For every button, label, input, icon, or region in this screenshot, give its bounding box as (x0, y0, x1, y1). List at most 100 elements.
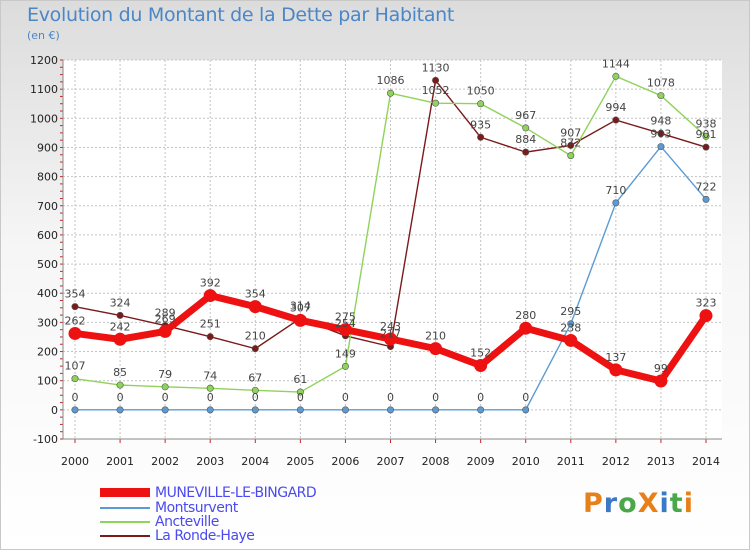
y-tick-label: 500 (37, 258, 58, 271)
data-label-0: 323 (696, 297, 717, 310)
data-label-2: 61 (293, 373, 307, 386)
legend-item-muneville: MUNEVILLE-LE-BINGARD (100, 485, 360, 501)
data-point-2 (71, 375, 79, 383)
data-label-3: 254 (335, 317, 356, 330)
data-label-3: 324 (110, 296, 131, 309)
data-point-2 (341, 362, 349, 370)
data-point-2 (612, 72, 620, 80)
data-label-3: 210 (245, 330, 266, 343)
data-label-1: 722 (696, 180, 717, 193)
data-label-1: 0 (477, 391, 484, 404)
data-point-0 (113, 332, 127, 346)
x-tick-label: 2004 (241, 455, 269, 468)
data-point-3 (657, 129, 665, 137)
legend-label-muneville: MUNEVILLE-LE-BINGARD (155, 485, 317, 501)
x-tick-label: 2003 (196, 455, 224, 468)
y-tick-label: 700 (37, 200, 58, 213)
x-tick-label: 2010 (512, 455, 540, 468)
data-point-2 (296, 388, 304, 396)
data-point-2 (206, 384, 214, 392)
data-point-0 (519, 321, 533, 335)
data-label-0: 392 (200, 277, 221, 290)
x-tick-label: 2013 (647, 455, 675, 468)
data-point-2 (567, 152, 575, 160)
data-label-1: 295 (560, 305, 581, 318)
data-label-1: 0 (522, 391, 529, 404)
x-tick-label: 2000 (61, 455, 89, 468)
data-point-1 (567, 320, 575, 328)
data-label-3: 994 (605, 101, 626, 114)
legend: MUNEVILLE-LE-BINGARD Montsurvent Anctevi… (100, 485, 360, 545)
data-point-3 (522, 148, 530, 156)
data-label-1: 0 (342, 391, 349, 404)
data-point-0 (429, 342, 443, 356)
data-label-3: 884 (515, 133, 536, 146)
y-tick-label: 800 (37, 171, 58, 184)
y-tick-label: 1100 (30, 83, 58, 96)
data-label-0: 242 (110, 320, 131, 333)
legend-label-la-ronde-haye: La Ronde-Haye (155, 528, 255, 544)
data-point-1 (702, 195, 710, 203)
data-label-2: 1086 (377, 74, 405, 87)
data-point-1 (341, 406, 349, 414)
data-label-1: 0 (387, 391, 394, 404)
data-point-0 (203, 289, 217, 303)
data-label-3: 251 (200, 318, 221, 331)
chart-subtitle: (en €) (27, 29, 60, 42)
data-label-3: 354 (65, 288, 86, 301)
data-point-0 (248, 300, 262, 314)
legend-swatch-montsurvent (100, 507, 150, 509)
data-label-0: 354 (245, 288, 266, 301)
legend-swatch-ancteville (100, 521, 150, 523)
data-label-2: 1052 (422, 84, 450, 97)
legend-label-montsurvent: Montsurvent (155, 500, 238, 516)
data-label-0: 269 (155, 312, 176, 325)
data-point-1 (432, 406, 440, 414)
data-label-2: 967 (515, 109, 536, 122)
data-point-1 (71, 406, 79, 414)
data-point-1 (657, 143, 665, 151)
proxiti-logo: ProXiti (583, 488, 694, 519)
x-tick-label: 2006 (331, 455, 359, 468)
data-point-0 (609, 363, 623, 377)
data-point-2 (116, 381, 124, 389)
y-tick-label: 100 (37, 375, 58, 388)
data-label-3: 217 (380, 328, 401, 341)
data-point-0 (699, 309, 713, 323)
data-label-1: 710 (605, 184, 626, 197)
data-point-1 (206, 406, 214, 414)
y-tick-label: 0 (51, 404, 58, 417)
x-tick-label: 2002 (151, 455, 179, 468)
data-point-1 (522, 406, 530, 414)
data-point-3 (206, 333, 214, 341)
data-point-0 (564, 333, 578, 347)
data-label-2: 1078 (647, 77, 675, 90)
data-point-1 (296, 406, 304, 414)
y-tick-label: 1200 (30, 54, 58, 67)
data-label-0: 99 (654, 362, 668, 375)
legend-label-ancteville: Ancteville (155, 514, 219, 530)
logo-letter: t (669, 488, 684, 519)
logo-letter: P (583, 488, 604, 519)
data-label-1: 0 (72, 391, 79, 404)
data-point-2 (161, 383, 169, 391)
data-label-0: 152 (470, 347, 491, 360)
data-point-0 (384, 332, 397, 346)
data-point-3 (251, 345, 259, 353)
data-label-3: 1130 (422, 61, 450, 74)
data-label-0: 262 (65, 314, 86, 327)
data-point-1 (116, 406, 124, 414)
data-point-2 (657, 92, 665, 100)
x-tick-label: 2007 (377, 455, 405, 468)
data-point-1 (386, 406, 394, 414)
data-point-2 (251, 386, 259, 394)
data-point-3 (477, 133, 485, 141)
y-tick-label: 900 (37, 141, 58, 154)
y-tick-label: 600 (37, 229, 58, 242)
y-tick-label: 200 (37, 346, 58, 359)
y-tick-label: -100 (33, 433, 58, 446)
data-point-3 (702, 143, 710, 151)
data-point-3 (612, 116, 620, 124)
logo-letter: i (683, 488, 694, 519)
